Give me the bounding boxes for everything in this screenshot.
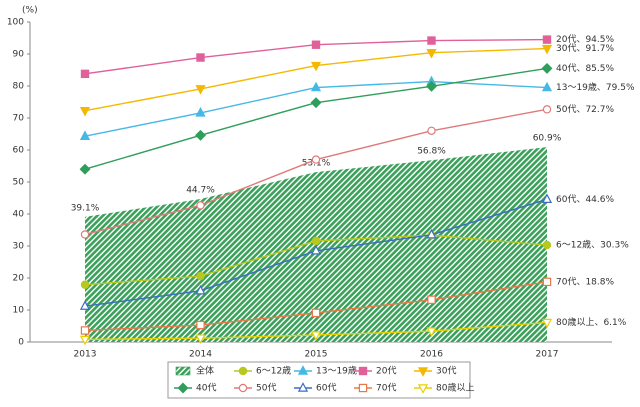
legend-marker (238, 383, 248, 393)
legend-label: 80歳以上 (436, 382, 474, 394)
marker (541, 318, 553, 329)
y-tick-label: 80 (13, 82, 25, 92)
legend-swatch (175, 366, 191, 376)
marker (311, 40, 321, 49)
marker (542, 277, 552, 287)
end-label: 80歳以上、6.1% (556, 316, 627, 328)
marker (79, 335, 91, 346)
legend-label: 60代 (316, 383, 336, 394)
y-tick-label: 30 (13, 242, 25, 252)
area-value-label: 39.1% (71, 203, 100, 213)
y-tick-label: 50 (13, 178, 25, 188)
marker (310, 97, 322, 109)
y-tick-label: 40 (13, 210, 25, 220)
marker (427, 36, 436, 45)
marker (195, 85, 206, 95)
marker (426, 80, 437, 92)
legend-label: 70代 (376, 383, 396, 394)
legend-label: 40代 (196, 383, 216, 394)
x-tick-label: 2017 (536, 350, 559, 360)
legend-label: 全体 (196, 365, 214, 377)
legend-marker (417, 367, 429, 377)
marker (196, 53, 205, 62)
area-value-label: 56.8% (417, 147, 446, 157)
area-value-label: 44.7% (186, 185, 215, 195)
marker (541, 193, 553, 203)
end-label: 70代、18.8% (556, 276, 614, 287)
marker (541, 81, 553, 92)
y-tick-label: 10 (13, 306, 25, 316)
marker (195, 107, 206, 117)
marker (80, 280, 90, 289)
marker (79, 130, 91, 140)
legend-marker (417, 384, 429, 394)
end-label: 30代、91.7% (556, 43, 614, 54)
marker (426, 49, 437, 59)
marker (79, 163, 91, 175)
marker (80, 326, 90, 335)
legend-label: 30代 (436, 366, 456, 377)
marker (311, 155, 321, 164)
legend-marker (297, 365, 309, 375)
legend-label: 50代 (256, 383, 276, 394)
marker (311, 308, 321, 318)
marker (426, 228, 437, 239)
marker (196, 320, 205, 330)
marker (195, 334, 206, 345)
legend-label: 20代 (376, 366, 396, 377)
end-label: 13～19歳、79.5% (556, 81, 635, 93)
y-axis-label: (%) (22, 6, 38, 16)
y-tick-label: 60 (13, 146, 25, 156)
legend-label: 6～12歳 (256, 365, 291, 377)
marker (79, 300, 91, 310)
x-tick-label: 2014 (189, 350, 212, 360)
legend-marker (177, 382, 189, 394)
legend-marker (358, 383, 368, 393)
x-tick-label: 2016 (420, 350, 443, 360)
area-value-label: 60.9% (533, 134, 562, 144)
x-tick-label: 2013 (74, 350, 97, 360)
marker (310, 244, 322, 255)
end-label: 50代、72.7% (556, 104, 614, 115)
y-tick-label: 20 (13, 274, 25, 284)
end-label: 40代、85.5% (556, 63, 614, 74)
marker (542, 35, 552, 44)
y-tick-label: 100 (7, 18, 24, 28)
y-tick-label: 70 (13, 114, 25, 124)
legend-label: 13～19歳 (316, 365, 357, 377)
marker (542, 240, 552, 250)
marker (426, 327, 437, 337)
marker (542, 105, 552, 114)
marker (541, 62, 553, 74)
marker (196, 201, 205, 210)
end-label: 6～12歳、30.3% (556, 239, 629, 251)
legend-marker (297, 382, 309, 392)
marker (196, 271, 205, 281)
marker (541, 44, 553, 55)
marker (80, 230, 90, 239)
marker (195, 129, 206, 141)
marker (310, 331, 322, 341)
marker (427, 126, 436, 136)
end-label: 60代、44.6% (556, 194, 614, 205)
legend-marker (358, 366, 368, 376)
x-tick-label: 2015 (305, 350, 328, 360)
end-label: 20代、94.5% (556, 34, 614, 45)
marker (79, 106, 91, 117)
marker (311, 236, 321, 246)
marker (427, 295, 436, 304)
y-tick-label: 0 (18, 338, 24, 348)
marker (195, 284, 206, 295)
y-tick-label: 90 (13, 50, 25, 60)
legend-marker (238, 366, 248, 376)
marker (310, 61, 322, 72)
marker (310, 81, 322, 92)
marker (80, 69, 90, 79)
